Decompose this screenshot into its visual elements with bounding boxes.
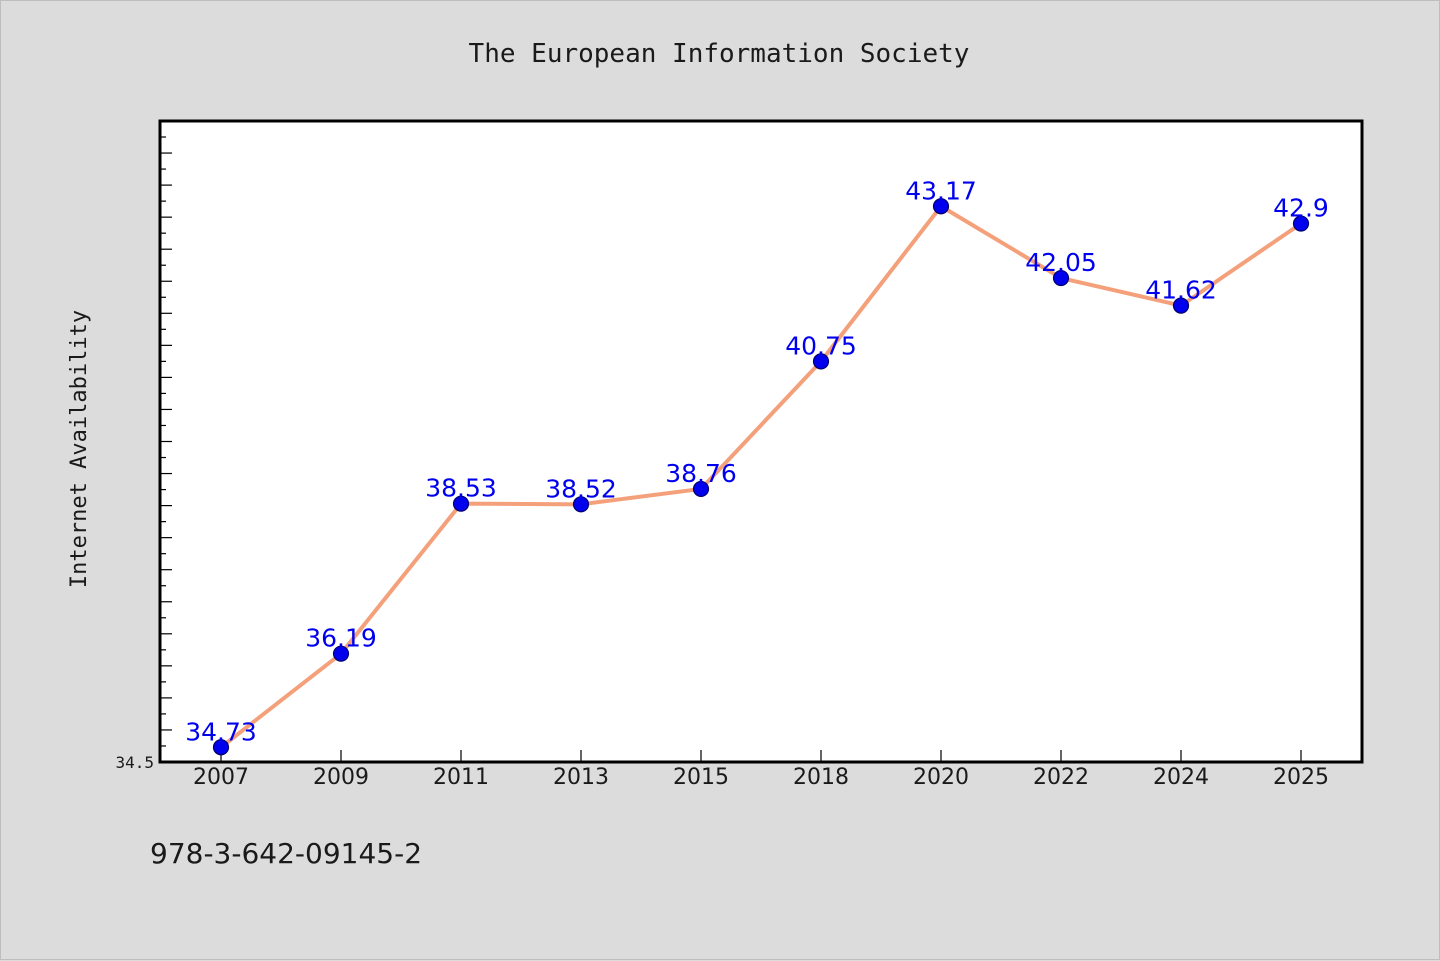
y-axis-ticks: 34.5: [115, 120, 172, 772]
x-tick-label: 2018: [793, 765, 849, 790]
data-label: 36.19: [305, 624, 377, 653]
data-label: 38.53: [425, 474, 497, 503]
y-axis-label: Internet Availability: [67, 310, 92, 588]
data-labels-layer: 34.73 36.19 38.53 38.52 38.76 40.75 43.17 42.05…: [185, 176, 1329, 746]
x-tick-label: 2020: [913, 765, 969, 790]
x-axis-ticks: 2007 2009 2011 2013 2015 2018 2020 2022 2024 2025: [193, 750, 1329, 790]
x-tick-label: 2011: [433, 765, 489, 790]
data-point: [212, 739, 230, 756]
data-label: 40.75: [785, 331, 857, 360]
data-point: [572, 496, 590, 513]
series-line: [219, 204, 1303, 750]
data-label: 42.05: [1025, 248, 1097, 277]
data-point: [1052, 269, 1070, 287]
series-layer: [212, 198, 1310, 756]
y-tick-label: 34.5: [115, 753, 154, 772]
data-label: 38.76: [665, 459, 737, 488]
x-tick-label: 2015: [673, 765, 729, 790]
data-point: [692, 480, 710, 498]
data-point: [452, 495, 470, 512]
x-tick-label: 2024: [1153, 765, 1209, 790]
x-tick-label: 2013: [553, 765, 609, 790]
data-label: 43.17: [905, 176, 977, 205]
data-point: [932, 198, 950, 215]
x-tick-label: 2022: [1033, 765, 1089, 790]
data-label: 42.9: [1273, 194, 1329, 223]
data-label: 41.62: [1145, 276, 1217, 305]
x-tick-label: 2025: [1273, 765, 1329, 790]
data-label: 34.73: [185, 717, 257, 746]
data-point: [1292, 215, 1310, 232]
plot-area: [158, 119, 1364, 764]
isbn-text: 978-3-642-09145-2: [150, 837, 422, 870]
data-point: [332, 645, 350, 662]
data-point: [812, 353, 830, 370]
x-tick-label: 2009: [313, 765, 369, 790]
data-point: [1172, 297, 1190, 314]
data-label: 38.52: [545, 474, 617, 503]
chart-title: The European Information Society: [469, 39, 970, 69]
x-tick-label: 2007: [193, 765, 249, 790]
